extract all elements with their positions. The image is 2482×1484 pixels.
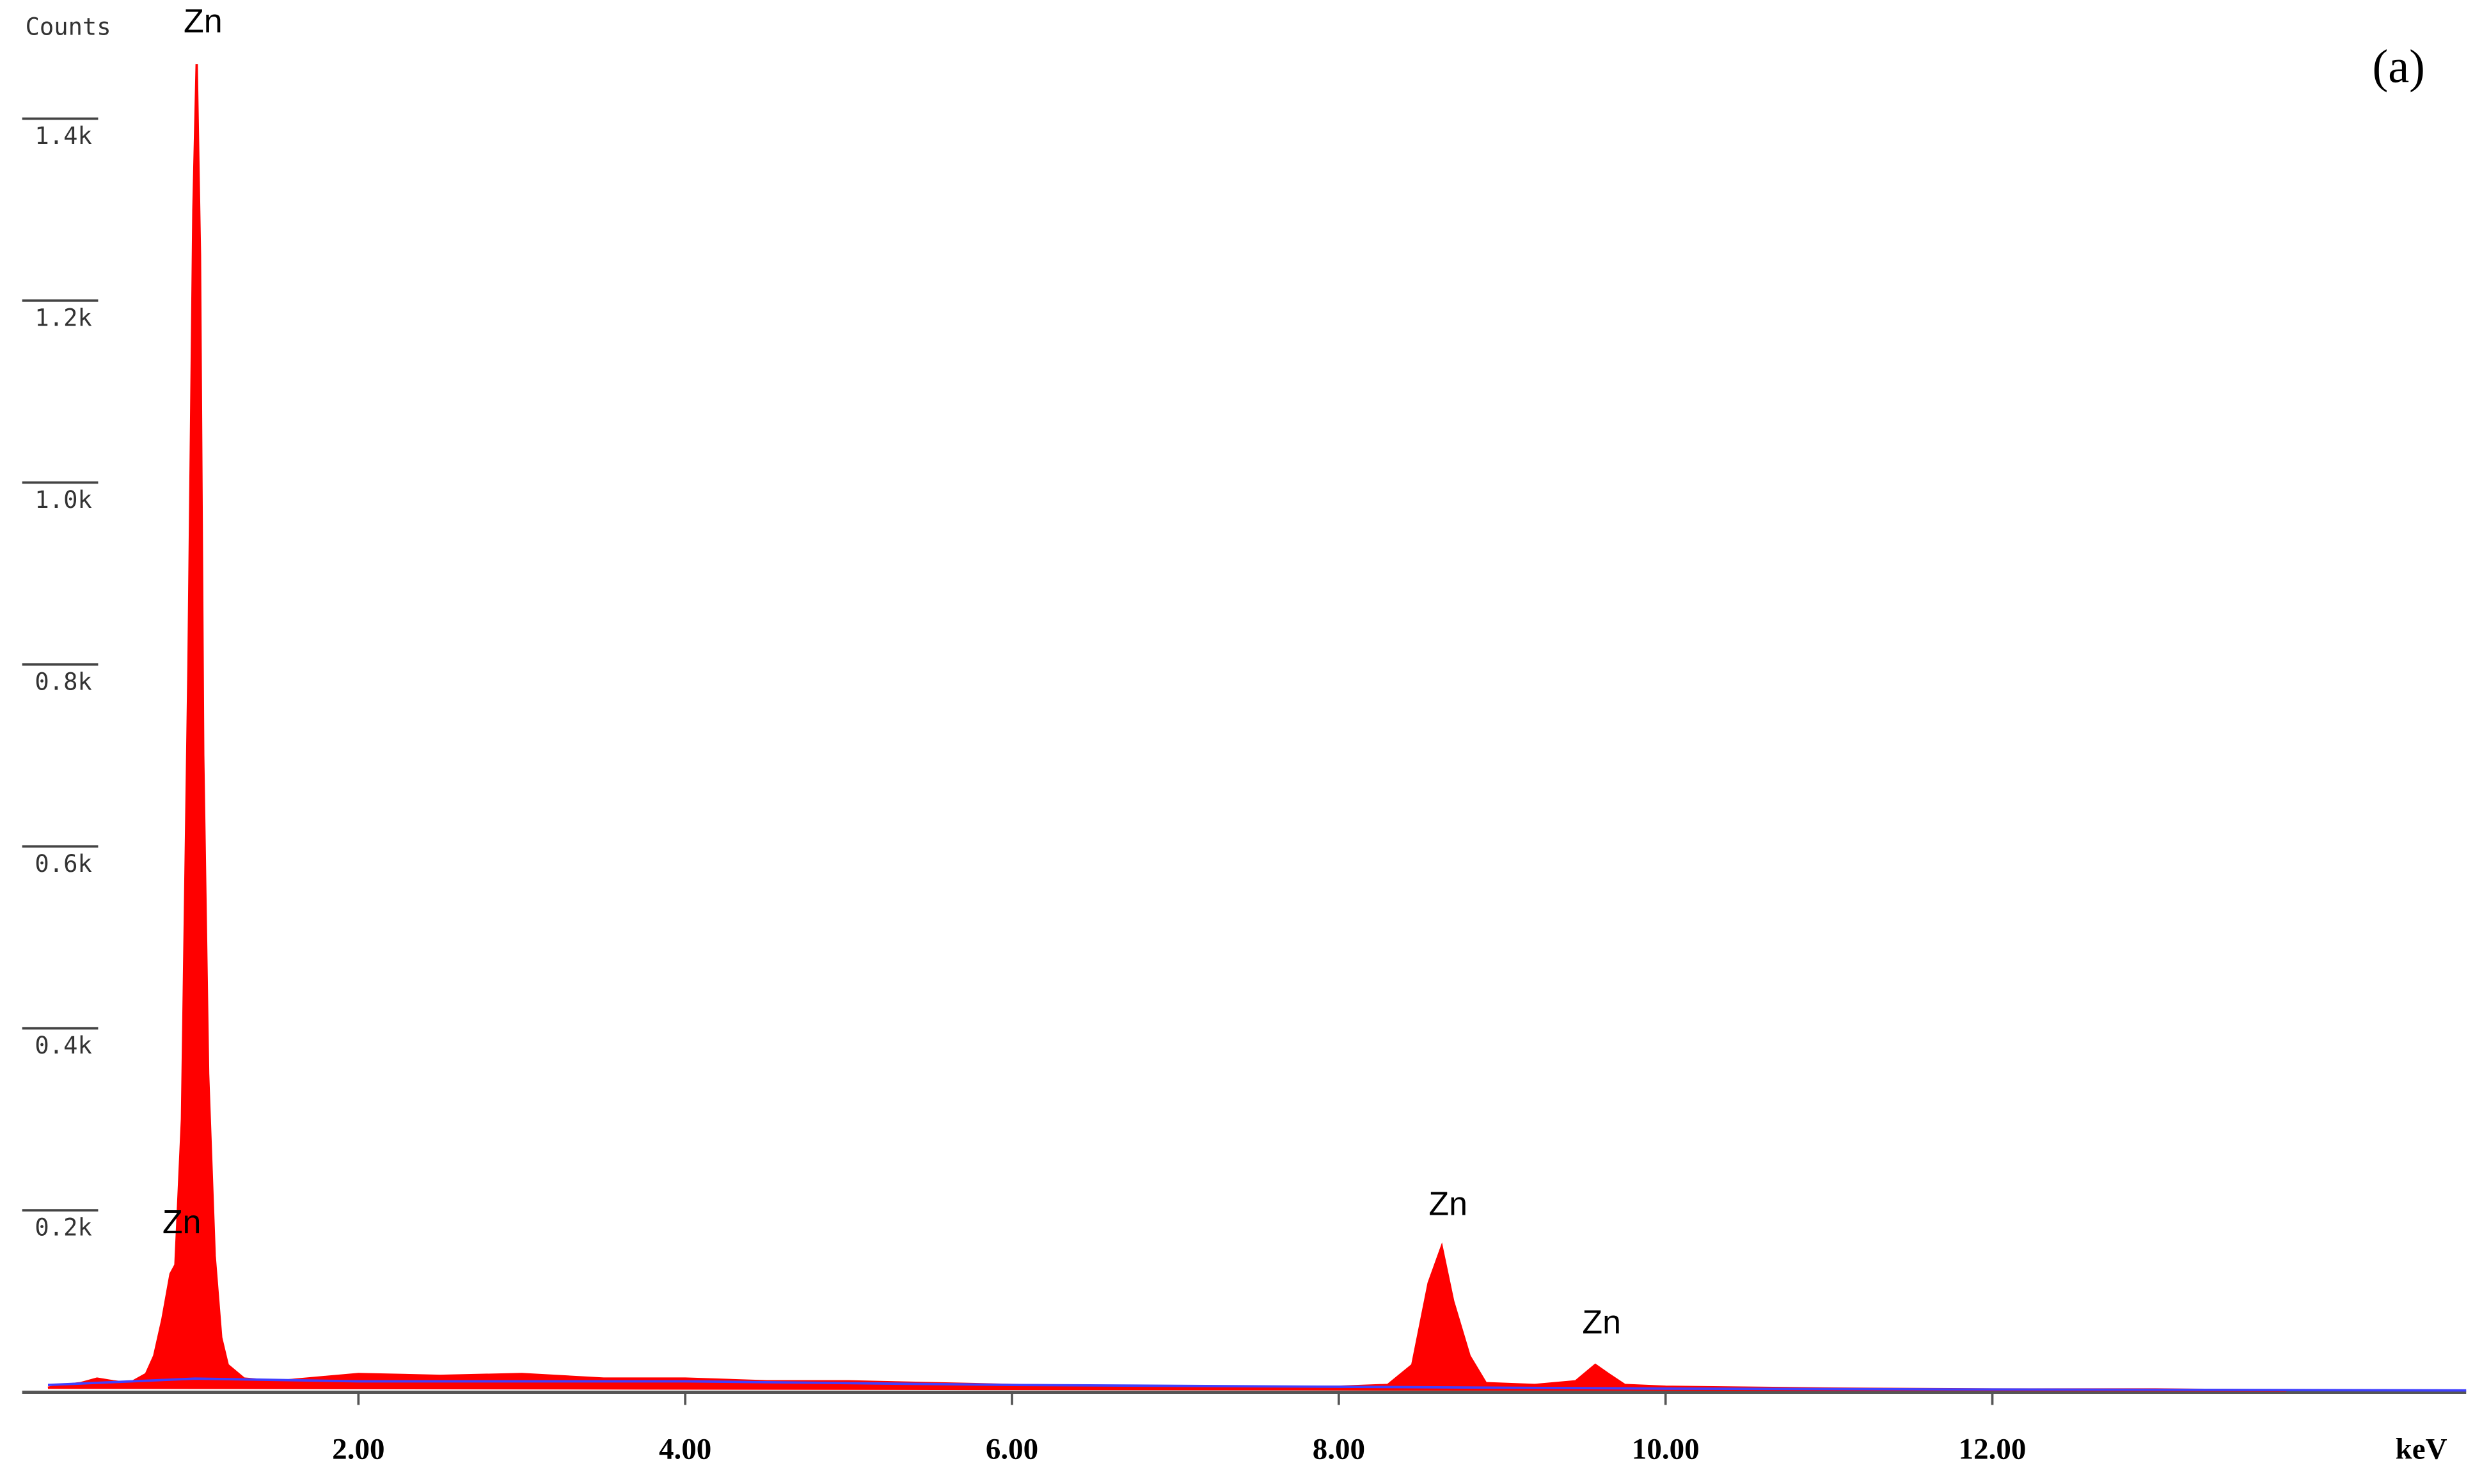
spectrum-area bbox=[47, 64, 2287, 1392]
x-tick-label: 8.00 bbox=[1313, 1432, 1365, 1465]
x-tick-label: 12.00 bbox=[1959, 1432, 2027, 1465]
peak-label: Zn bbox=[1428, 1186, 1467, 1223]
x-axis-label: keV bbox=[2396, 1432, 2447, 1465]
panel-label: (a) bbox=[2373, 41, 2425, 93]
x-tick-label: 10.00 bbox=[1632, 1432, 1700, 1465]
background-line bbox=[47, 1377, 2467, 1392]
y-tick-label: 0.6k bbox=[35, 850, 91, 878]
x-tick-label: 4.00 bbox=[659, 1432, 711, 1465]
y-tick-label: 0.4k bbox=[35, 1032, 91, 1059]
y-tick-label: 1.2k bbox=[35, 304, 91, 332]
y-tick-label: 0.8k bbox=[35, 668, 91, 695]
peak-label: Zn bbox=[162, 1204, 202, 1241]
peak-label: Zn bbox=[1582, 1304, 1621, 1341]
x-tick-label: 6.00 bbox=[986, 1432, 1038, 1465]
peak-label: Zn bbox=[184, 3, 223, 40]
y-tick-label: 1.4k bbox=[35, 122, 91, 150]
x-tick-label: 2.00 bbox=[332, 1432, 384, 1465]
y-axis-label: Counts bbox=[26, 13, 111, 40]
y-tick-label: 0.2k bbox=[35, 1214, 91, 1242]
y-tick-label: 1.0k bbox=[35, 486, 91, 514]
